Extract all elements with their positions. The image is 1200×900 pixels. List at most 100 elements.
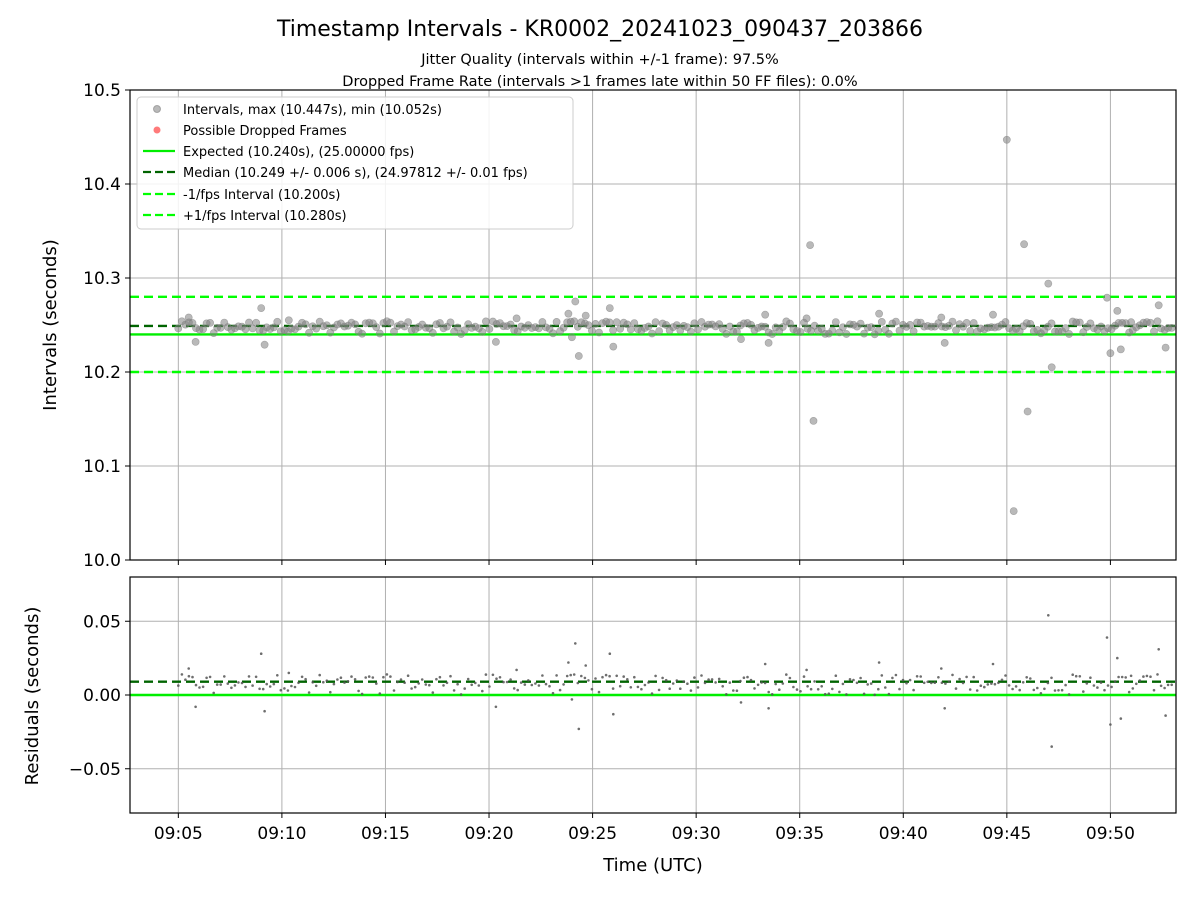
interval-point: [535, 324, 543, 333]
x-tick-label: 09:40: [879, 824, 928, 844]
residuals-reference-lines: [130, 680, 1176, 697]
residual-point: [668, 687, 671, 690]
residual-point: [664, 678, 668, 682]
residual-point: [767, 707, 770, 710]
residual-point: [986, 683, 990, 686]
residuals-points: [177, 614, 1173, 748]
interval-point: [1065, 330, 1073, 338]
residual-point: [1163, 686, 1166, 690]
x-tick-label: 09:15: [361, 824, 410, 844]
residual-point: [1109, 723, 1112, 726]
residual-point: [1007, 684, 1011, 687]
residual-point: [926, 680, 929, 684]
interval-point: [609, 326, 617, 335]
interval-point: [273, 317, 282, 326]
legend-label-minus-fps: -1/fps Interval (10.200s): [183, 188, 340, 203]
residual-point: [258, 687, 261, 691]
residual-point: [813, 680, 816, 683]
residual-point: [979, 684, 983, 687]
residual-point: [567, 661, 570, 664]
residual-point: [880, 674, 884, 677]
intervals-x-ticks: [177, 560, 1111, 565]
residual-point: [781, 682, 785, 685]
interval-point: [662, 321, 671, 329]
residual-point: [570, 698, 574, 701]
interval-point: [1047, 319, 1056, 328]
residual-point: [1078, 675, 1082, 678]
residual-point: [484, 673, 488, 676]
residual-point: [187, 674, 191, 678]
residual-point: [392, 689, 396, 692]
interval-point: [241, 325, 250, 334]
interval-point: [1001, 318, 1010, 326]
interval-point: [806, 241, 814, 249]
residual-point: [574, 642, 577, 645]
residual-point: [845, 693, 848, 696]
residual-point: [481, 689, 484, 693]
residual-point: [1138, 679, 1142, 682]
interval-point: [1167, 323, 1176, 332]
residual-point: [1159, 684, 1163, 688]
interval-point: [867, 323, 876, 332]
residual-point: [746, 675, 749, 679]
residual-point: [689, 689, 693, 692]
residual-point: [943, 707, 946, 710]
residual-point: [290, 684, 293, 688]
x-tick-label: 09:20: [465, 824, 514, 844]
residual-point: [1110, 685, 1113, 689]
residual-point: [463, 687, 467, 690]
intervals-y-tick-label: 10.3: [83, 269, 121, 289]
residual-point: [1014, 685, 1018, 688]
residuals-y-tick-label: 0.05: [83, 612, 121, 632]
residual-point: [442, 684, 445, 687]
residual-point: [343, 681, 346, 684]
interval-point: [764, 338, 773, 347]
interval-point: [491, 337, 500, 346]
residual-point: [661, 676, 664, 680]
residual-point: [491, 673, 495, 677]
interval-point: [390, 327, 398, 336]
residual-point: [802, 675, 806, 678]
residual-point: [1105, 636, 1109, 639]
interval-point: [952, 326, 960, 335]
residual-point: [965, 675, 968, 679]
residual-point: [1060, 688, 1064, 692]
residual-point: [1106, 684, 1110, 687]
residual-point: [1119, 717, 1123, 720]
residual-point: [1156, 673, 1159, 676]
residual-point: [852, 678, 855, 682]
interval-point: [860, 329, 868, 338]
residual-point: [191, 675, 194, 679]
interval-point: [174, 324, 183, 333]
residual-point: [314, 684, 318, 688]
interval-point: [301, 320, 310, 329]
interval-point: [1061, 324, 1070, 332]
interval-point: [1154, 301, 1163, 310]
residual-point: [364, 676, 368, 679]
interval-point: [252, 318, 260, 327]
residual-point: [287, 671, 291, 675]
interval-point: [616, 324, 625, 333]
interval-point: [989, 310, 997, 319]
residual-point: [862, 692, 866, 696]
residual-point: [1142, 675, 1145, 678]
residual-point: [534, 682, 537, 685]
interval-point: [612, 318, 621, 327]
residual-point: [1092, 684, 1096, 687]
residual-point: [922, 681, 926, 685]
residual-point: [700, 674, 703, 677]
legend-label-dropped: Possible Dropped Frames: [183, 124, 347, 139]
residual-point: [212, 691, 215, 695]
residual-point: [873, 693, 876, 697]
residual-point: [806, 685, 809, 688]
residual-point: [259, 652, 263, 655]
residual-point: [732, 689, 735, 692]
legend-box: [136, 96, 574, 230]
residual-point: [515, 668, 518, 672]
residual-point: [339, 676, 343, 679]
residual-point: [841, 682, 845, 686]
residual-point: [975, 689, 979, 692]
residual-point: [877, 687, 880, 691]
residual-point: [1039, 692, 1043, 695]
